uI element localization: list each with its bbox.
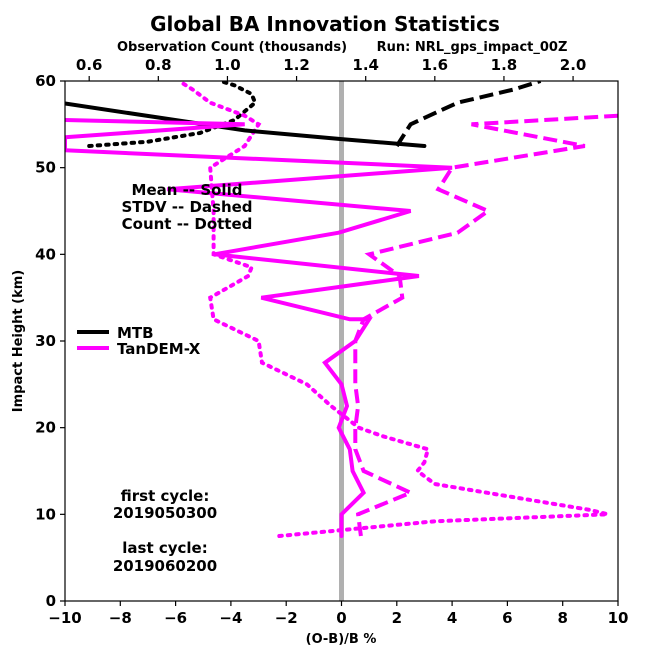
tandem-x-stdv-line <box>353 113 618 537</box>
run-label: Run: NRL_gps_impact_00Z <box>377 40 568 55</box>
left-axis: 0 10 20 30 40 50 60 <box>35 72 65 610</box>
mtb-mean-line <box>65 101 427 148</box>
first-cycle-value: 2019050300 <box>113 504 217 522</box>
x-axis-label: (O-B)/B % <box>306 632 377 647</box>
top-tick-label: 1.2 <box>283 56 310 74</box>
x-tick-label: −2 <box>275 609 298 627</box>
top-tick-label: 1.4 <box>352 56 379 74</box>
first-cycle-label: first cycle: <box>121 487 210 505</box>
bottom-axis: −10 −8 −6 −4 −2 0 2 4 6 8 10 <box>48 601 628 627</box>
style-key-count: Count -- Dotted <box>122 215 253 233</box>
y-tick-label: 20 <box>35 419 56 437</box>
x-tick-label: 0 <box>336 609 346 627</box>
y-tick-label: 10 <box>35 505 56 523</box>
style-key-mean: Mean -- Solid <box>132 181 243 199</box>
legend: MTB TanDEM-X <box>77 324 201 358</box>
y-tick-label: 60 <box>35 72 56 90</box>
legend-label-mtb: MTB <box>117 324 154 342</box>
top-tick-label: 1.6 <box>422 56 449 74</box>
top-axis-label: Observation Count (thousands) <box>117 40 347 55</box>
tandem-x-count-line <box>177 81 609 538</box>
top-axis: 0.6 0.8 1.0 1.2 1.4 1.6 1.8 2.0 <box>76 56 586 81</box>
x-tick-label: −10 <box>48 609 81 627</box>
top-tick-label: 1.0 <box>214 56 241 74</box>
top-tick-label: 2.0 <box>560 56 587 74</box>
y-axis-label: Impact Height (km) <box>11 270 26 412</box>
x-tick-label: −6 <box>164 609 187 627</box>
last-cycle-value: 2019060200 <box>113 557 217 575</box>
y-tick-label: 0 <box>46 592 56 610</box>
chart-title: Global BA Innovation Statistics <box>150 12 500 36</box>
top-tick-label: 0.6 <box>76 56 103 74</box>
top-tick-label: 0.8 <box>145 56 172 74</box>
last-cycle-label: last cycle: <box>122 539 207 557</box>
y-tick-label: 50 <box>35 159 56 177</box>
x-tick-label: 10 <box>608 609 629 627</box>
y-tick-label: 40 <box>35 245 56 263</box>
x-tick-label: −8 <box>109 609 132 627</box>
x-tick-label: 8 <box>557 609 567 627</box>
y-tick-label: 30 <box>35 332 56 350</box>
x-tick-label: 2 <box>392 609 402 627</box>
mtb-stdv-line <box>395 81 542 148</box>
legend-label-tandem-x: TanDEM-X <box>117 340 201 358</box>
x-tick-label: 4 <box>447 609 457 627</box>
tandem-x-mean-line <box>65 118 453 538</box>
x-tick-label: 6 <box>502 609 512 627</box>
mtb-count-line <box>87 81 258 148</box>
top-tick-label: 1.8 <box>491 56 518 74</box>
x-tick-label: −4 <box>219 609 242 627</box>
plot-area <box>65 81 618 601</box>
style-key-stdv: STDV -- Dashed <box>121 198 252 216</box>
